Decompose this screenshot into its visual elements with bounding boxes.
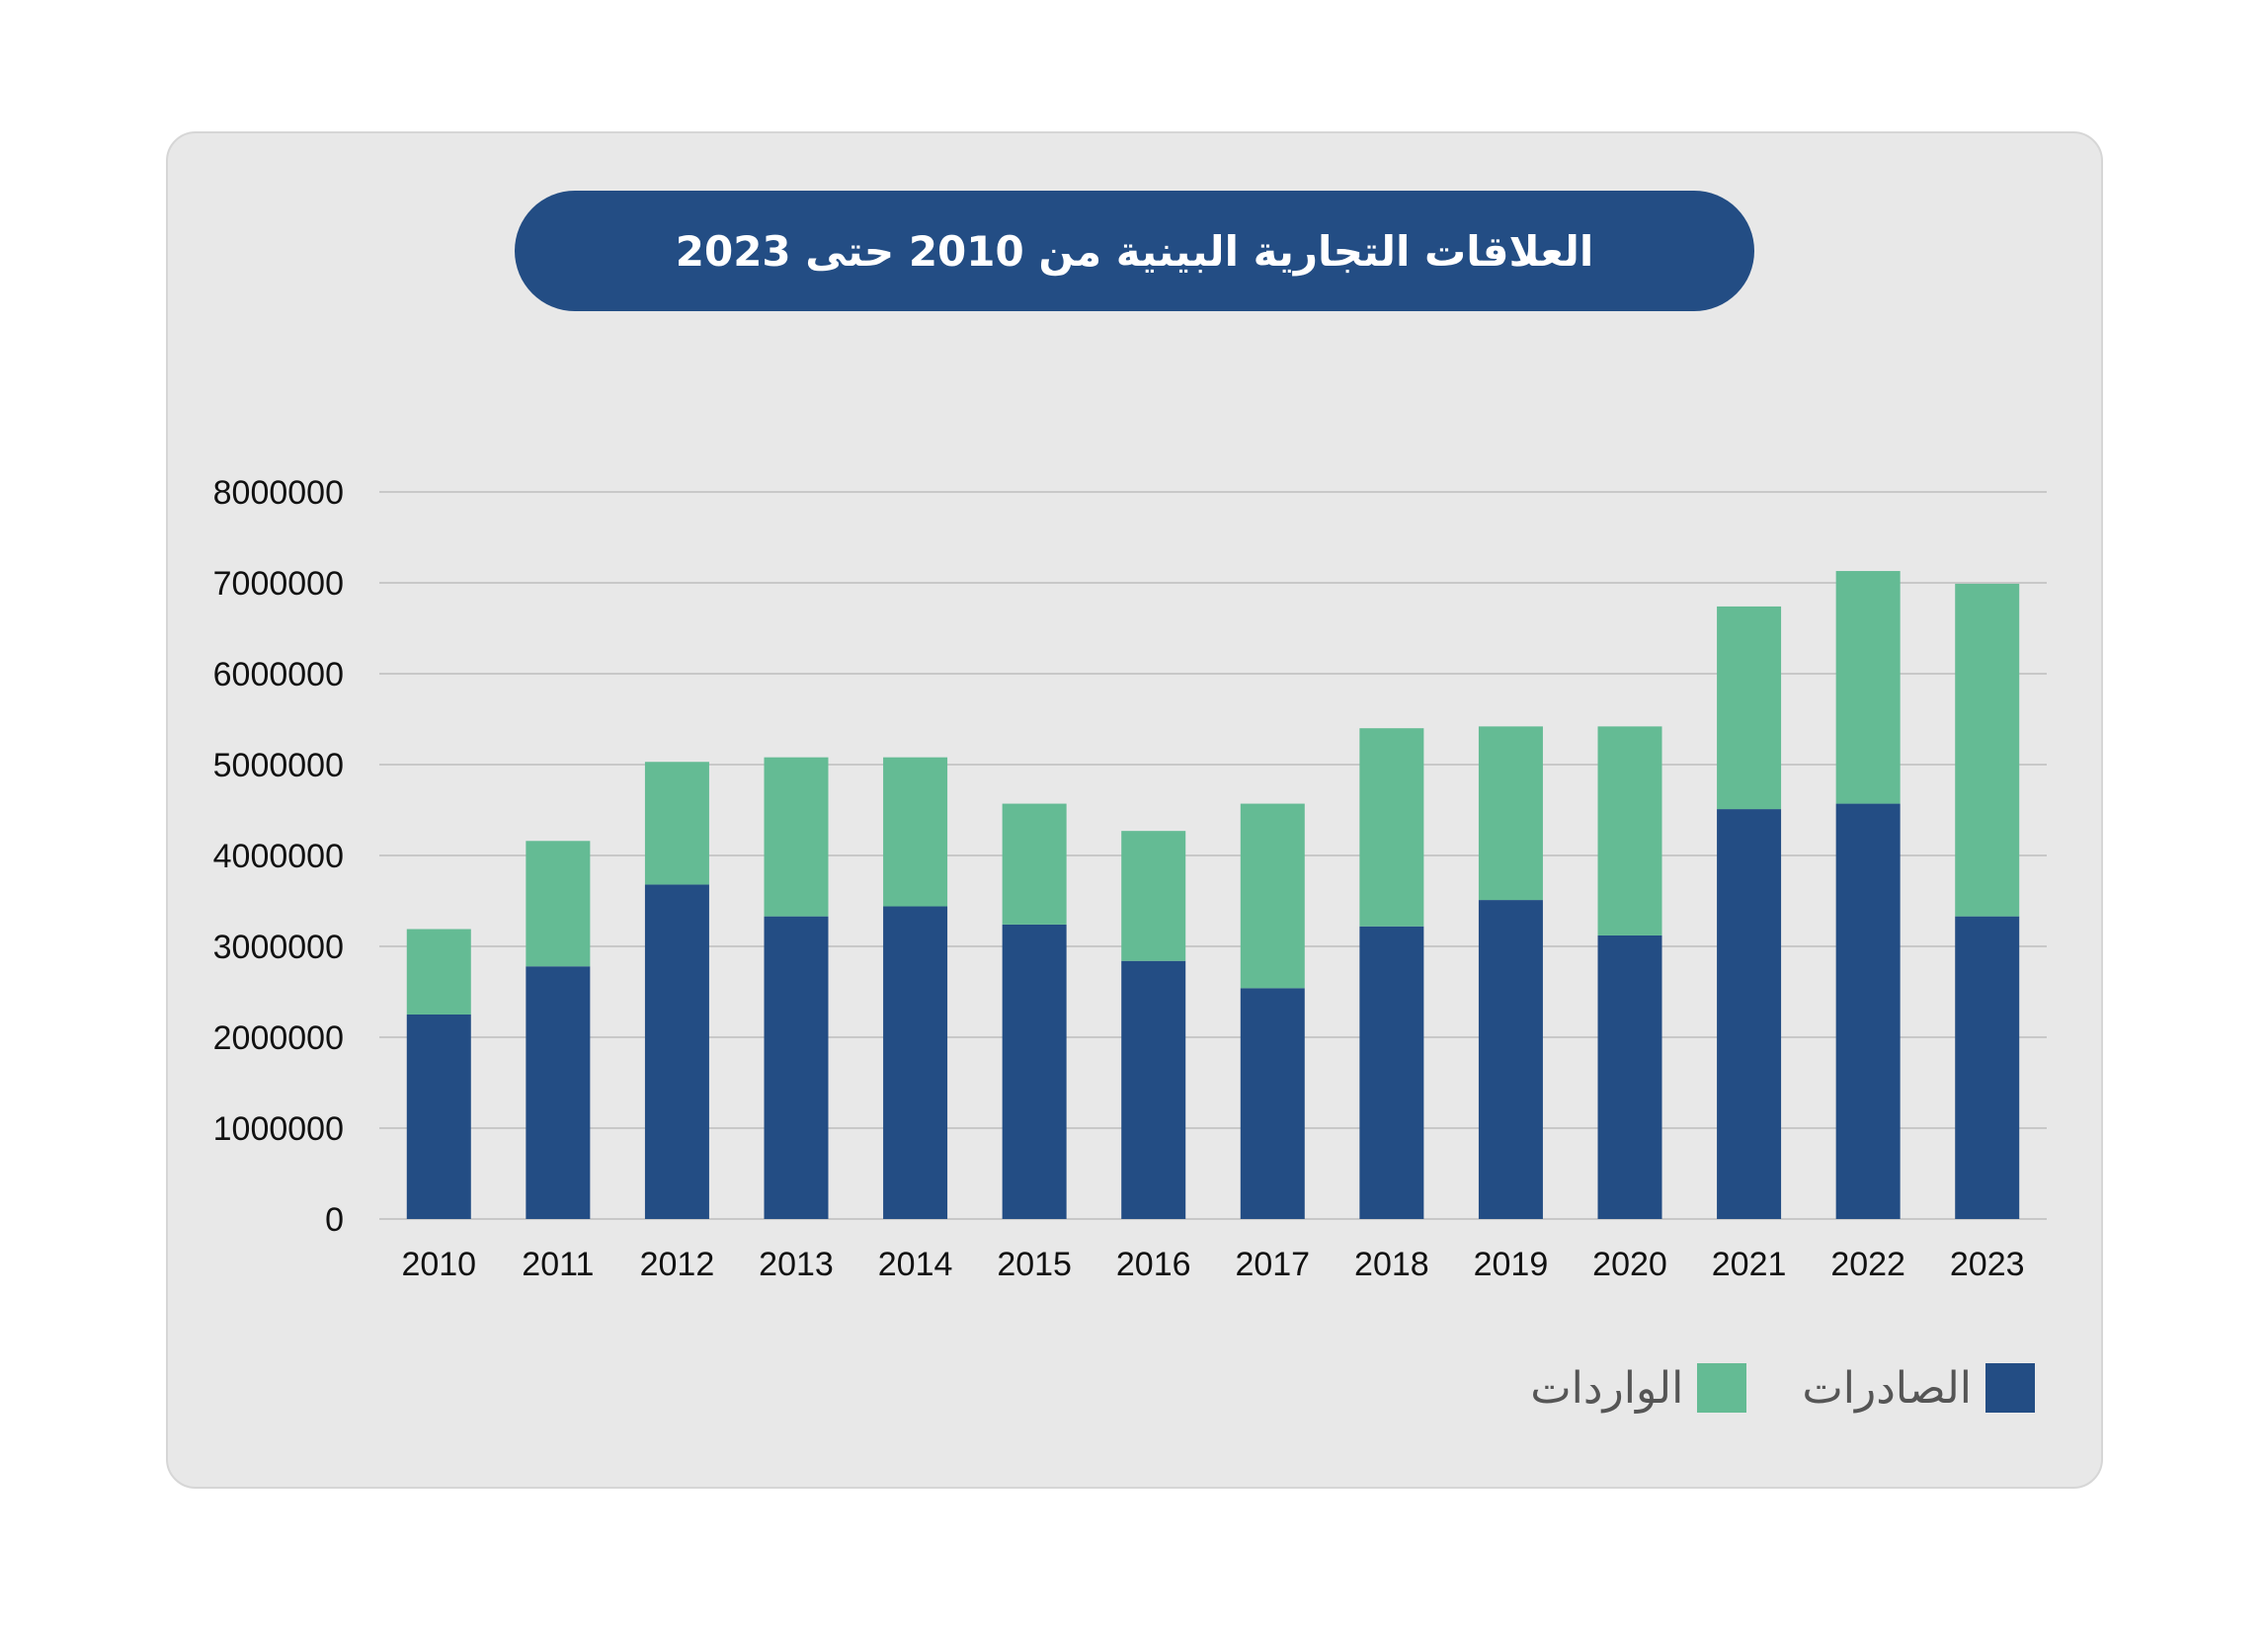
bar-imports xyxy=(1478,726,1543,901)
bar-imports xyxy=(1835,571,1901,804)
y-tick-label: 6000000 xyxy=(213,656,344,693)
bar-imports xyxy=(1955,583,2020,917)
bar-exports xyxy=(644,884,709,1219)
chart-title: العلاقات التجارية البينية من 2010 حتى 20… xyxy=(675,226,1594,276)
bar-exports xyxy=(1835,803,1901,1219)
y-axis-ticks: 0 1000000 2000000 3000000 4000000 5000000 6000… xyxy=(213,474,344,1239)
bar-imports xyxy=(406,929,471,1015)
chart-legend: الصادرات الواردات xyxy=(1530,1355,2035,1421)
legend-swatch-imports xyxy=(1697,1363,1747,1413)
bars xyxy=(406,571,2020,1219)
x-tick-label: 2023 xyxy=(1950,1246,2025,1283)
y-tick-label: 2000000 xyxy=(213,1019,344,1057)
x-tick-label: 2018 xyxy=(1354,1246,1429,1283)
gridlines xyxy=(379,491,2047,1220)
bar-exports xyxy=(1240,988,1305,1219)
bar-exports xyxy=(883,906,948,1219)
chart-title-banner: العلاقات التجارية البينية من 2010 حتى 20… xyxy=(515,191,1754,311)
x-tick-label: 2021 xyxy=(1712,1246,1787,1283)
bar-imports xyxy=(1002,803,1067,925)
y-tick-label: 7000000 xyxy=(213,565,344,603)
x-tick-label: 2016 xyxy=(1116,1246,1191,1283)
x-tick-label: 2011 xyxy=(522,1246,594,1283)
legend-label-exports: الصادرات xyxy=(1802,1362,1972,1414)
y-tick-label: 1000000 xyxy=(213,1110,344,1148)
bar-imports xyxy=(1121,831,1186,961)
bar-exports xyxy=(1597,935,1662,1219)
bar-imports xyxy=(644,762,709,885)
legend-item-imports: الواردات xyxy=(1530,1362,1747,1414)
bar-imports xyxy=(764,757,829,917)
bar-exports xyxy=(764,916,829,1219)
bar-exports xyxy=(526,966,591,1219)
bar-exports xyxy=(1955,916,2020,1219)
bar-exports xyxy=(1717,809,1782,1219)
bar-exports xyxy=(1359,926,1424,1219)
x-tick-label: 2014 xyxy=(878,1246,953,1283)
legend-label-imports: الواردات xyxy=(1530,1362,1684,1414)
bar-imports xyxy=(1240,803,1305,989)
x-tick-label: 2017 xyxy=(1235,1246,1310,1283)
bar-exports xyxy=(1002,924,1067,1219)
bar-imports xyxy=(1717,606,1782,810)
y-tick-label: 8000000 xyxy=(213,474,344,512)
bar-imports xyxy=(883,757,948,907)
y-tick-label: 0 xyxy=(325,1201,344,1239)
x-tick-label: 2015 xyxy=(997,1246,1072,1283)
x-tick-label: 2010 xyxy=(401,1246,476,1283)
bar-imports xyxy=(1359,728,1424,927)
x-tick-label: 2012 xyxy=(640,1246,715,1283)
bar-exports xyxy=(1121,960,1186,1219)
x-tick-label: 2019 xyxy=(1474,1246,1549,1283)
x-tick-label: 2022 xyxy=(1830,1246,1905,1283)
bar-exports xyxy=(406,1015,471,1219)
bar-imports xyxy=(526,841,591,967)
legend-item-exports: الصادرات xyxy=(1802,1363,2035,1414)
x-tick-label: 2013 xyxy=(759,1246,834,1283)
bar-exports xyxy=(1478,900,1543,1219)
legend-swatch-exports xyxy=(1985,1363,2035,1413)
y-tick-label: 4000000 xyxy=(213,838,344,875)
x-axis-ticks: 2010 2011 2012 2013 2014 2015 2016 2017 2018 2019… xyxy=(401,1246,2024,1283)
x-tick-label: 2020 xyxy=(1592,1246,1667,1283)
y-tick-label: 3000000 xyxy=(213,929,344,966)
bar-imports xyxy=(1597,726,1662,935)
y-tick-label: 5000000 xyxy=(213,747,344,784)
